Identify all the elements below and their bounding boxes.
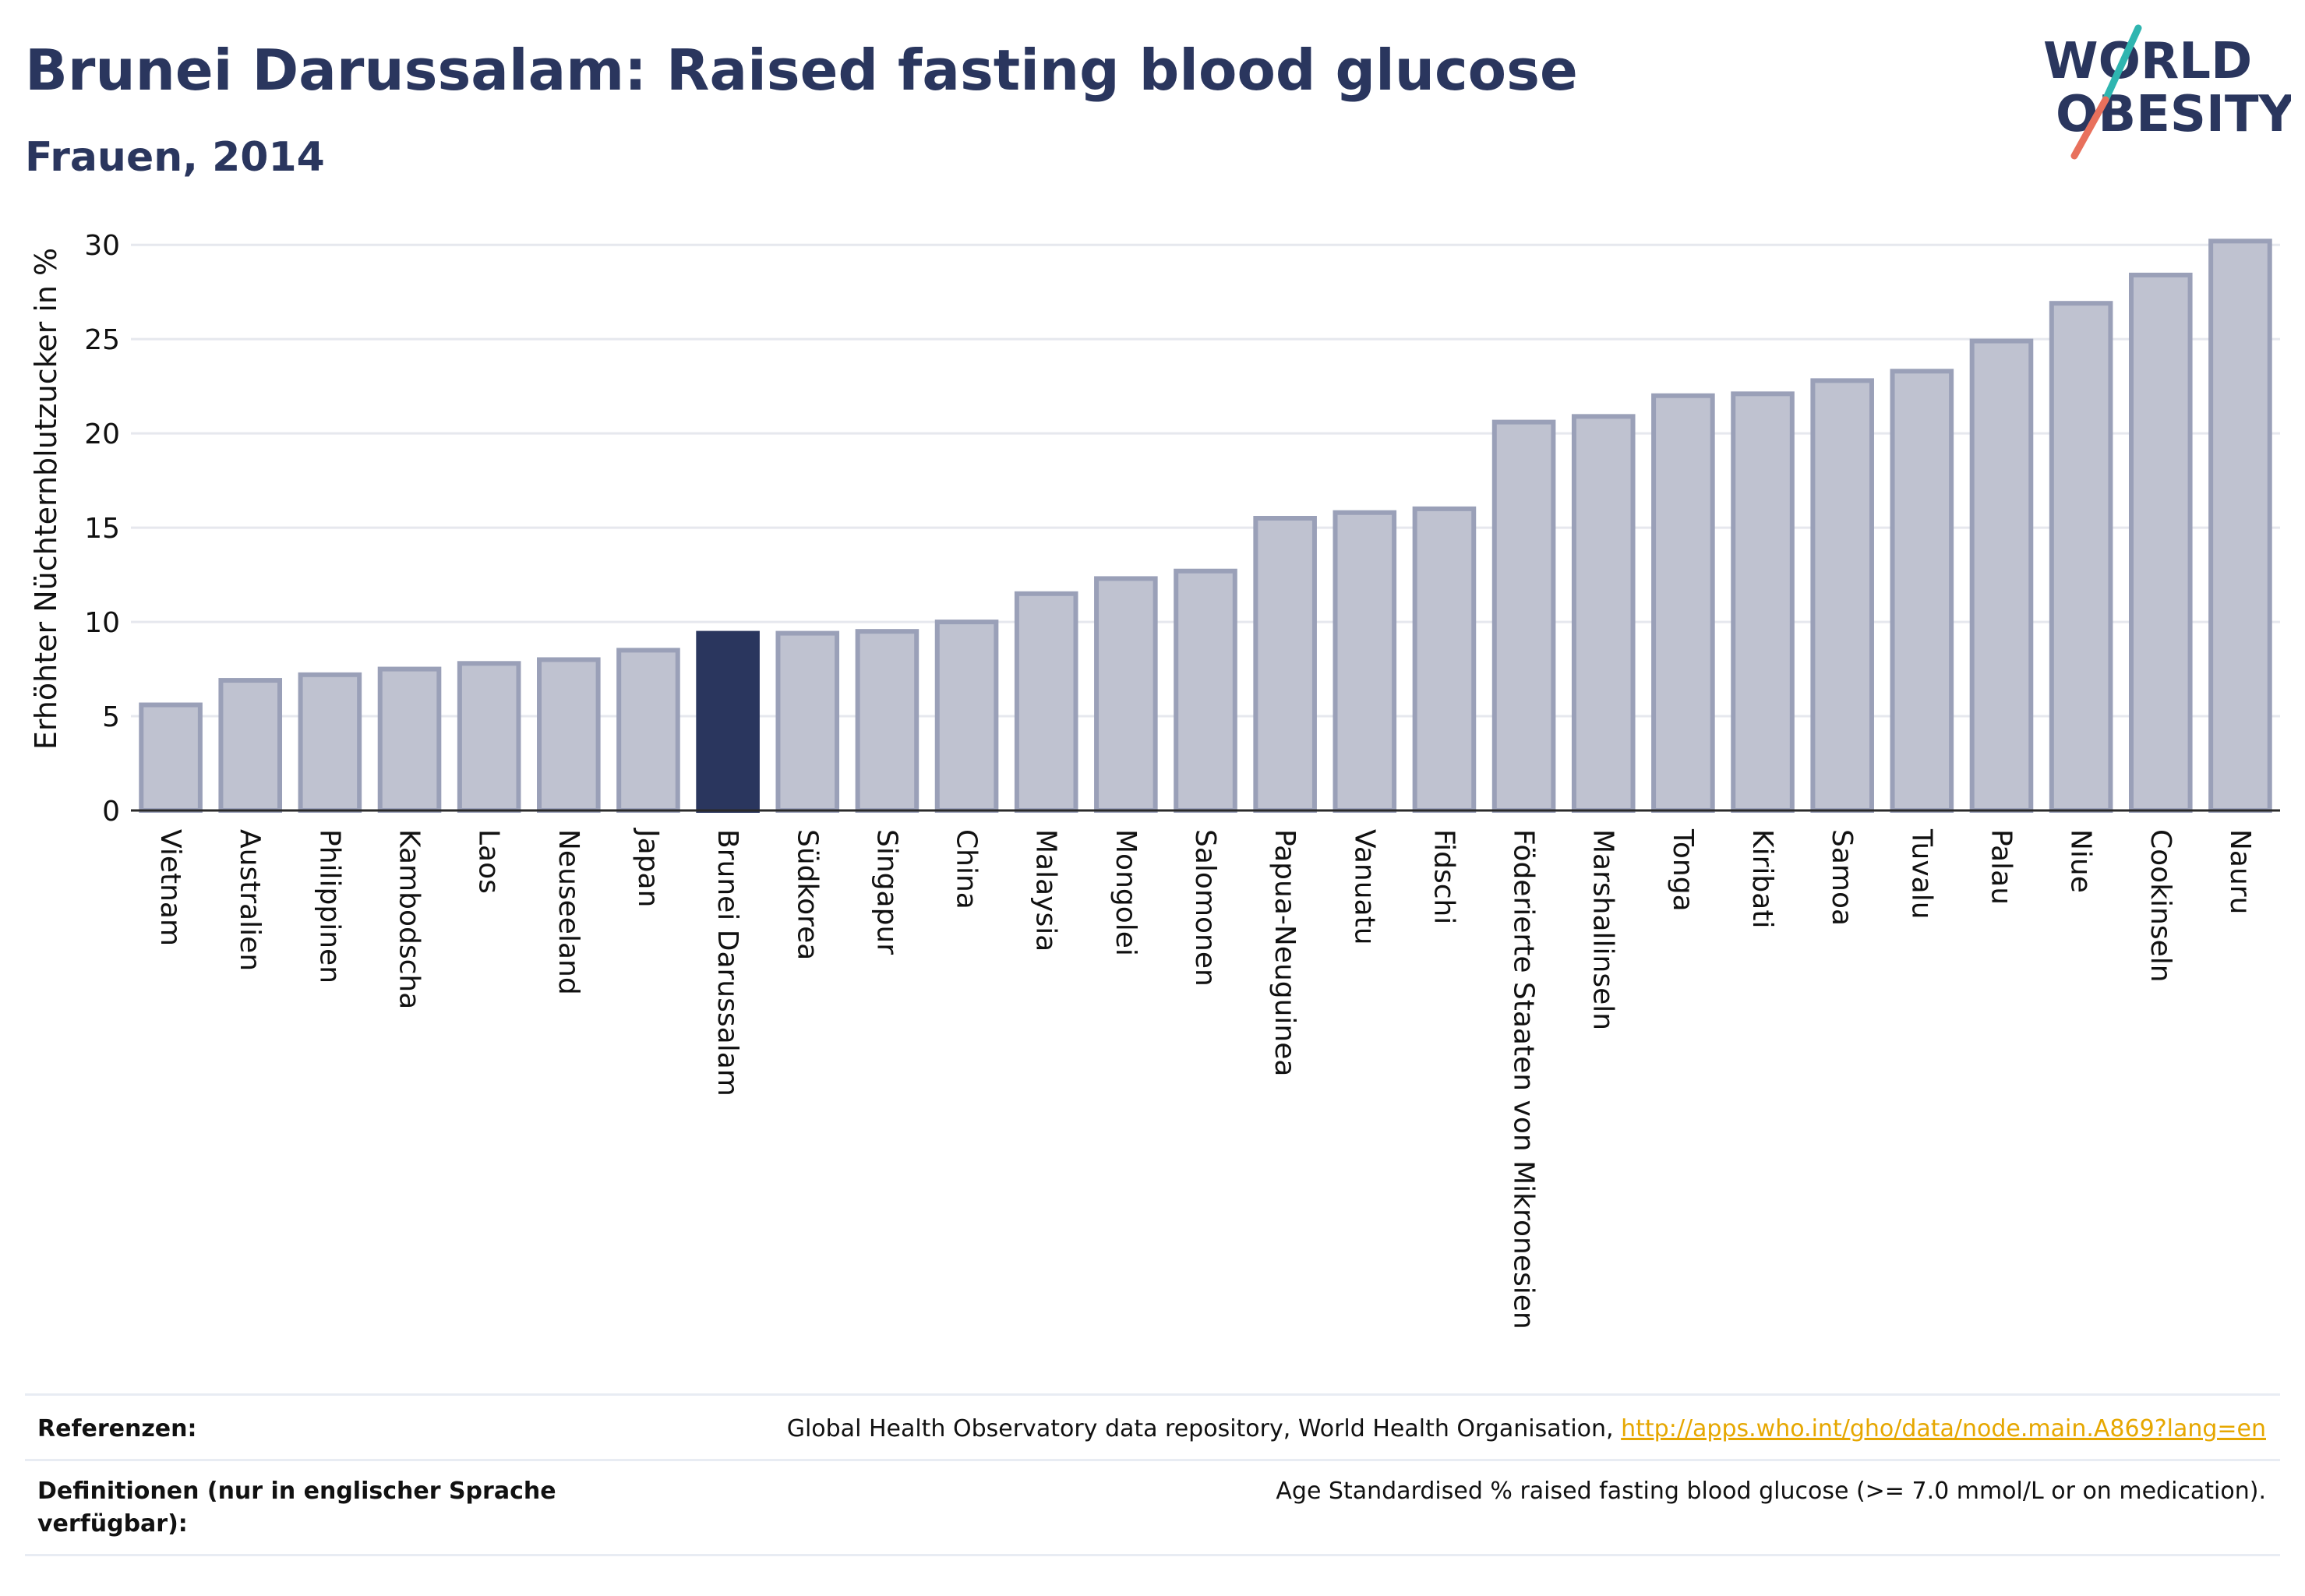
world-obesity-logo[interactable]: WORLD OBESITY: [2034, 22, 2291, 162]
bar[interactable]: [1890, 369, 1954, 813]
bar[interactable]: [1174, 568, 1237, 813]
x-tick-label: Niue: [2065, 829, 2097, 893]
bar[interactable]: [1491, 419, 1556, 813]
references-row: Referenzen: Global Health Observatory da…: [25, 1393, 2280, 1461]
x-tick-label: Vietnam: [154, 829, 186, 946]
x-tick-label: China: [951, 829, 983, 909]
bar[interactable]: [855, 629, 920, 814]
x-tick-label: Cookinseln: [2144, 829, 2176, 983]
bar[interactable]: [1571, 414, 1636, 814]
bar-layer: [139, 238, 2272, 814]
x-tick-label: Singapur: [870, 829, 902, 955]
definitions-value: Age Standardised % raised fasting blood …: [1276, 1478, 2266, 1505]
x-tick-label: Australien: [234, 829, 266, 971]
bar[interactable]: [537, 657, 601, 813]
bar[interactable]: [934, 620, 999, 813]
x-tick-label: Tonga: [1667, 828, 1699, 912]
bar[interactable]: [616, 648, 680, 814]
y-axis-label: Erhöhter Nüchternblutzucker in %: [29, 248, 63, 750]
bar[interactable]: [1412, 506, 1477, 813]
x-tick-label: Mongolei: [1110, 829, 1142, 956]
bar[interactable]: [218, 678, 283, 813]
bar[interactable]: [298, 672, 362, 813]
x-tick-label: Kambodscha: [394, 829, 425, 1009]
x-tick-label: Tuvalu: [1905, 828, 1937, 920]
bar[interactable]: [1731, 391, 1795, 813]
bar[interactable]: [377, 666, 442, 814]
bar[interactable]: [139, 702, 203, 813]
bar[interactable]: [1651, 393, 1715, 813]
x-tick-label: Föderierte Staaten von Mikronesien: [1508, 829, 1540, 1329]
bar[interactable]: [1094, 576, 1158, 814]
bar[interactable]: [457, 661, 521, 814]
bar[interactable]: [1969, 338, 2034, 814]
references-label: Referenzen:: [37, 1415, 197, 1442]
x-tick-label: Philippinen: [313, 829, 345, 983]
x-tick-label: Laos: [473, 829, 505, 894]
x-tick-label: Fidschi: [1428, 829, 1460, 924]
bar[interactable]: [775, 630, 840, 813]
x-tick-label: Neuseeland: [552, 829, 584, 995]
axis-layer: 0 5 10 15 20 25 30 Vietnam Australien Philippinen…: [84, 230, 2280, 1329]
x-tick-label: Brunei Darussalam: [711, 829, 743, 1096]
chart-subtitle: Frauen, 2014: [25, 134, 325, 181]
bar[interactable]: [1810, 378, 1874, 813]
x-tick-label: Papua-Neuguinea: [1269, 829, 1301, 1076]
x-tick-label: Kiribati: [1746, 829, 1778, 928]
logo-line1: WORLD: [2043, 33, 2252, 90]
bar[interactable]: [2049, 301, 2113, 813]
x-tick-label: Samoa: [1826, 829, 1858, 926]
definitions-label: Definitionen (nur in englischer Sprache …: [37, 1478, 556, 1538]
footer-bottom-rule: [25, 1554, 2280, 1556]
x-tick-label: Palau: [1985, 829, 2017, 905]
chart-title: Brunei Darussalam: Raised fasting blood …: [25, 37, 1578, 103]
y-tick-label: 5: [102, 701, 120, 733]
references-value: Global Health Observatory data repositor…: [787, 1413, 2266, 1446]
x-tick-label: Südkorea: [791, 829, 823, 960]
x-tick-label: Vanuatu: [1348, 829, 1380, 945]
references-link[interactable]: http://apps.who.int/gho/data/node.main.A…: [1621, 1415, 2266, 1442]
logo-slash-bottom: [2070, 96, 2109, 160]
bar-highlighted[interactable]: [696, 630, 760, 813]
y-tick-label: 10: [84, 607, 120, 639]
bar[interactable]: [2208, 238, 2272, 813]
x-tick-label: Salomonen: [1189, 829, 1221, 987]
x-tick-label: Marshallinseln: [1587, 829, 1619, 1030]
footer: Referenzen: Global Health Observatory da…: [25, 1393, 2280, 1565]
x-tick-label: Malaysia: [1030, 829, 1062, 952]
y-tick-label: 15: [84, 513, 120, 545]
y-tick-label: 30: [84, 230, 120, 262]
x-tick-label: Japan: [632, 828, 664, 907]
definitions-row: Definitionen (nur in englischer Sprache …: [25, 1459, 2280, 1547]
y-tick-label: 20: [84, 418, 120, 450]
bar[interactable]: [1333, 510, 1397, 813]
x-tick-label: Nauru: [2224, 829, 2256, 914]
bar[interactable]: [2128, 272, 2193, 814]
y-tick-label: 25: [84, 324, 120, 356]
logo-slash-top: [2102, 24, 2142, 104]
y-tick-label: 0: [102, 796, 120, 828]
bar[interactable]: [1253, 516, 1317, 813]
references-text: Global Health Observatory data repositor…: [786, 1415, 1614, 1442]
bar-chart: 0 5 10 15 20 25 30 Vietnam Australien Philippinen…: [29, 230, 2280, 1329]
bar[interactable]: [1014, 591, 1078, 813]
